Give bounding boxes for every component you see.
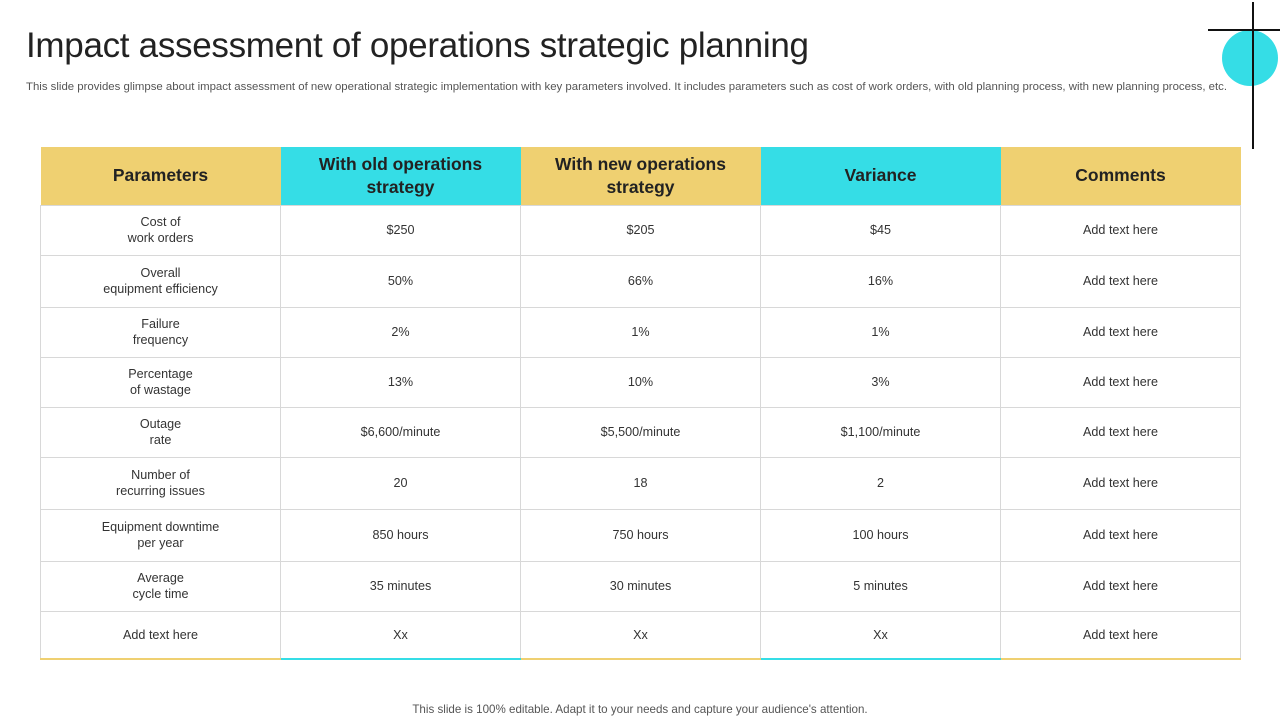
footer-note: This slide is 100% editable. Adapt it to… [412,703,868,716]
cell-comment: Add text here [1000,356,1241,408]
header-comments: Comments [1000,147,1241,205]
cell-old-strategy: 35 minutes [280,560,521,612]
cell-variance: 2 [760,456,1001,510]
cell-comment: Add text here [1000,456,1241,510]
cell-new-strategy: 30 minutes [520,560,761,612]
cell-parameter: Overall equipment efficiency [40,254,281,308]
cell-parameter: Number of recurring issues [40,456,281,510]
cell-variance: Xx [760,610,1001,660]
cell-new-strategy: Xx [520,610,761,660]
cell-comment: Add text here [1000,254,1241,308]
cell-old-strategy: $250 [280,204,521,256]
cell-parameter: Outage rate [40,406,281,458]
header-parameters: Parameters [40,147,281,205]
table-header-row: Parameters With old operations strategy … [40,147,1241,205]
cell-parameter: Cost of work orders [40,204,281,256]
table-row: Cost of work orders $250 $205 $45 Add text h… [40,204,1241,256]
table-row: Add text here Xx Xx Xx Add text here [40,610,1241,660]
decorative-horizontal-line [1208,29,1280,31]
decorative-circle [1222,30,1278,86]
table-row: Percentage of wastage 13% 10% 3% Add text he… [40,356,1241,408]
cell-old-strategy: 20 [280,456,521,510]
cell-variance: $1,100/minute [760,406,1001,458]
cell-comment: Add text here [1000,508,1241,562]
table-row: Outage rate $6,600/minute $5,500/minute $1,… [40,406,1241,458]
cell-variance: 5 minutes [760,560,1001,612]
cell-old-strategy: $6,600/minute [280,406,521,458]
table-row: Average cycle time 35 minutes 30 minutes 5 … [40,560,1241,612]
cell-parameter: Failure frequency [40,306,281,358]
decorative-vertical-line [1252,2,1254,149]
cell-old-strategy: 2% [280,306,521,358]
table-row: Equipment downtime per year 850 hours 750 … [40,508,1241,562]
cell-variance: $45 [760,204,1001,256]
impact-assessment-table: Parameters With old operations strategy … [40,147,1241,660]
cell-parameter: Average cycle time [40,560,281,612]
page-title: Impact assessment of operations strategi… [26,26,809,65]
cell-parameter: Equipment downtime per year [40,508,281,562]
cell-new-strategy: 10% [520,356,761,408]
cell-comment: Add text here [1000,204,1241,256]
cell-new-strategy: $5,500/minute [520,406,761,458]
header-new-strategy: With new operations strategy [520,147,761,205]
header-old-strategy: With old operations strategy [280,147,521,205]
cell-variance: 3% [760,356,1001,408]
header-variance: Variance [760,147,1001,205]
page-description: This slide provides glimpse about impact… [26,81,1228,93]
cell-parameter: Percentage of wastage [40,356,281,408]
cell-old-strategy: 850 hours [280,508,521,562]
cell-variance: 1% [760,306,1001,358]
cell-old-strategy: 13% [280,356,521,408]
table-row: Overall equipment efficiency 50% 66% 16% Add… [40,254,1241,308]
cell-new-strategy: 750 hours [520,508,761,562]
cell-new-strategy: 18 [520,456,761,510]
table-row: Number of recurring issues 20 18 2 Add text … [40,456,1241,510]
table-row: Failure frequency 2% 1% 1% Add text here [40,306,1241,358]
cell-comment: Add text here [1000,306,1241,358]
cell-comment: Add text here [1000,560,1241,612]
cell-parameter: Add text here [40,610,281,660]
cell-new-strategy: 66% [520,254,761,308]
cell-new-strategy: $205 [520,204,761,256]
cell-comment: Add text here [1000,406,1241,458]
cell-old-strategy: 50% [280,254,521,308]
cell-comment: Add text here [1000,610,1241,660]
cell-variance: 16% [760,254,1001,308]
cell-variance: 100 hours [760,508,1001,562]
cell-old-strategy: Xx [280,610,521,660]
cell-new-strategy: 1% [520,306,761,358]
